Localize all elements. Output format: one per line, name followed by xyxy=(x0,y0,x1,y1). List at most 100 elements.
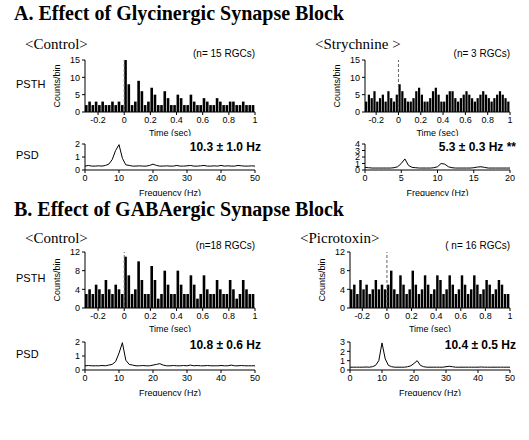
svg-text:8: 8 xyxy=(340,266,345,276)
svg-text:5: 5 xyxy=(355,90,360,100)
svg-text:0.6: 0.6 xyxy=(459,115,472,125)
svg-text:20: 20 xyxy=(148,373,158,383)
svg-text:30: 30 xyxy=(182,373,192,383)
svg-text:10: 10 xyxy=(114,373,124,383)
svg-text:20: 20 xyxy=(148,173,158,183)
svg-text:40: 40 xyxy=(216,173,226,183)
html-text:10.4 ± 0.5 Hz: 10.4 ± 0.5 Hz xyxy=(444,338,516,352)
html-text:<Control>: <Control> xyxy=(25,36,88,52)
html-text:<Control>: <Control> xyxy=(25,230,88,246)
svg-text:1: 1 xyxy=(507,115,512,125)
svg-text:0: 0 xyxy=(355,107,360,117)
svg-text:1: 1 xyxy=(75,152,80,162)
svg-text:-0.2: -0.2 xyxy=(368,115,384,125)
svg-text:12: 12 xyxy=(335,247,345,257)
svg-text:0: 0 xyxy=(82,173,87,183)
html-text:B. Effect of GABAergic Synapse: B. Effect of GABAergic Synapse Block xyxy=(14,198,344,220)
svg-text:0: 0 xyxy=(340,303,345,313)
svg-text:Time (sec): Time (sec) xyxy=(149,324,191,332)
svg-text:1: 1 xyxy=(252,311,257,321)
svg-text:-0.2: -0.2 xyxy=(90,311,106,321)
html-text:<Picrotoxin>: <Picrotoxin> xyxy=(300,230,380,246)
svg-text:1: 1 xyxy=(340,356,345,366)
svg-text:20: 20 xyxy=(409,373,419,383)
svg-text:0: 0 xyxy=(384,311,389,321)
svg-text:0: 0 xyxy=(75,107,80,117)
svg-text:0.4: 0.4 xyxy=(437,115,450,125)
svg-text:Frequency (Hz): Frequency (Hz) xyxy=(139,188,201,196)
svg-text:20: 20 xyxy=(505,173,515,183)
svg-text:0: 0 xyxy=(82,373,87,383)
html-text:10.8 ± 0.6 Hz: 10.8 ± 0.6 Hz xyxy=(189,338,261,352)
svg-text:4: 4 xyxy=(75,285,80,295)
svg-text:0.6: 0.6 xyxy=(196,115,209,125)
svg-text:10: 10 xyxy=(114,173,124,183)
svg-text:0: 0 xyxy=(396,115,401,125)
svg-text:0.8: 0.8 xyxy=(479,311,492,321)
svg-text:1: 1 xyxy=(252,115,257,125)
svg-text:10: 10 xyxy=(70,73,80,83)
svg-text:Counts/bin: Counts/bin xyxy=(332,64,342,107)
svg-text:15: 15 xyxy=(350,55,360,65)
svg-text:0.6: 0.6 xyxy=(196,311,209,321)
svg-text:-0.2: -0.2 xyxy=(355,311,371,321)
svg-text:Counts/bin: Counts/bin xyxy=(52,258,62,301)
html-text:A. Effect of Glycinergic Synap: A. Effect of Glycinergic Synapse Block xyxy=(14,2,344,24)
svg-text:50: 50 xyxy=(250,373,260,383)
svg-text:Counts/bin: Counts/bin xyxy=(52,64,62,107)
svg-text:10: 10 xyxy=(350,73,360,83)
svg-text:Time (sec): Time (sec) xyxy=(416,128,458,136)
svg-text:5: 5 xyxy=(75,90,80,100)
svg-text:15: 15 xyxy=(469,173,479,183)
svg-text:0.8: 0.8 xyxy=(223,311,236,321)
svg-text:0: 0 xyxy=(75,303,80,313)
svg-text:0: 0 xyxy=(75,165,80,175)
svg-text:0: 0 xyxy=(340,365,345,375)
html-text:5.3 ± 0.3 Hz **: 5.3 ± 0.3 Hz ** xyxy=(438,140,516,154)
svg-text:0.2: 0.2 xyxy=(415,115,428,125)
svg-text:15: 15 xyxy=(70,55,80,65)
svg-text:5: 5 xyxy=(399,173,404,183)
svg-text:1: 1 xyxy=(75,351,80,361)
svg-text:50: 50 xyxy=(505,373,515,383)
svg-text:2: 2 xyxy=(75,337,80,347)
svg-text:3: 3 xyxy=(340,337,345,347)
svg-text:0: 0 xyxy=(75,365,80,375)
svg-text:2: 2 xyxy=(340,347,345,357)
svg-text:0.2: 0.2 xyxy=(144,311,157,321)
svg-text:Counts/bin: Counts/bin xyxy=(317,258,327,301)
svg-text:Frequency (Hz): Frequency (Hz) xyxy=(399,388,461,396)
svg-text:40: 40 xyxy=(216,373,226,383)
svg-text:30: 30 xyxy=(182,173,192,183)
svg-text:12: 12 xyxy=(70,247,80,257)
svg-text:10: 10 xyxy=(432,173,442,183)
svg-text:Frequency (Hz): Frequency (Hz) xyxy=(139,388,201,396)
svg-text:4: 4 xyxy=(355,139,360,149)
svg-text:0.6: 0.6 xyxy=(455,311,468,321)
svg-text:0: 0 xyxy=(347,373,352,383)
svg-text:0: 0 xyxy=(122,115,127,125)
html-text:10.3 ± 1.0 Hz: 10.3 ± 1.0 Hz xyxy=(189,140,261,154)
svg-text:Time (sec): Time (sec) xyxy=(409,324,451,332)
svg-text:-0.2: -0.2 xyxy=(90,115,106,125)
svg-text:4: 4 xyxy=(340,285,345,295)
svg-text:1: 1 xyxy=(507,311,512,321)
svg-text:0.2: 0.2 xyxy=(405,311,418,321)
svg-text:8: 8 xyxy=(75,266,80,276)
svg-text:10: 10 xyxy=(377,373,387,383)
svg-text:0.8: 0.8 xyxy=(223,115,236,125)
svg-text:0.4: 0.4 xyxy=(430,311,443,321)
svg-text:Time (sec): Time (sec) xyxy=(149,128,191,136)
svg-text:0.4: 0.4 xyxy=(170,311,183,321)
svg-text:0: 0 xyxy=(362,173,367,183)
svg-text:50: 50 xyxy=(250,173,260,183)
svg-text:0.2: 0.2 xyxy=(144,115,157,125)
svg-text:0: 0 xyxy=(122,311,127,321)
svg-text:2: 2 xyxy=(75,139,80,149)
svg-text:30: 30 xyxy=(441,373,451,383)
svg-text:Frequency (Hz): Frequency (Hz) xyxy=(406,188,468,196)
html-text:<Strychnine >: <Strychnine > xyxy=(315,36,401,52)
svg-text:0.8: 0.8 xyxy=(481,115,494,125)
svg-text:40: 40 xyxy=(473,373,483,383)
svg-text:0.4: 0.4 xyxy=(170,115,183,125)
